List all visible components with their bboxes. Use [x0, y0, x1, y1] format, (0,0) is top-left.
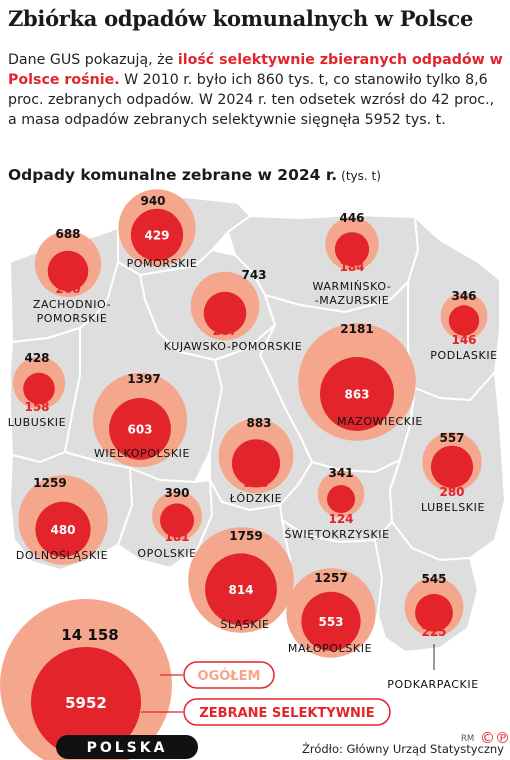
wielkopolskie-name: WIELKOPOLSKIE	[94, 447, 190, 460]
pomorskie-selective-circle	[130, 208, 184, 261]
slaskie-selective-value: 814	[228, 583, 253, 597]
zachodniopomorskie-selective-circle	[47, 250, 89, 292]
lodzkie-name: ŁÓDZKIE	[229, 492, 282, 505]
mazowieckie-name: MAZOWIECKIE	[337, 415, 423, 428]
warminsko-mazurskie-selective-circle	[334, 232, 370, 267]
source-note: Źródło: Główny Urząd Statystyczny	[301, 742, 504, 756]
poland-legend: 14 158 5952 OGÓŁEM ZEBRANE SELEKTYWNIE P…	[0, 599, 391, 760]
zachodniopomorskie-selective-value: 260	[55, 282, 80, 296]
podkarpackie-selective-circle	[415, 593, 453, 632]
malopolskie-total-value: 1257	[314, 571, 347, 585]
warminsko-mazurskie-total-value: 446	[339, 211, 364, 225]
lubuskie-selective-value: 158	[24, 400, 49, 414]
podkarpackie-name: PODKARPACKIE	[387, 678, 479, 691]
intro-highlight: ilość selektywnie zbieranych odpadów w P…	[8, 52, 503, 88]
pomorskie-selective-value: 429	[144, 228, 169, 242]
map-title: Odpady komunalne zebrane w 2024 r.	[8, 166, 338, 184]
legend-total-label: OGÓŁEM	[198, 668, 261, 684]
page-title: Zbiórka odpadów komunalnych w Polsce	[8, 6, 474, 31]
pomorskie-total-value: 940	[140, 194, 165, 208]
slaskie-selective-circle	[205, 553, 277, 626]
zachodniopomorskie-name-line-2: POMORSKIE	[37, 312, 108, 325]
lubelskie-name: LUBELSKIE	[421, 501, 485, 514]
zachodniopomorskie-name-line-1: ZACHODNIO-	[33, 298, 111, 311]
legend-selective-label: ZEBRANE SELEKTYWNIE	[199, 706, 374, 721]
poland-label: POLSKA	[87, 740, 168, 756]
opolskie-selective-circle	[160, 503, 194, 538]
warminsko-mazurskie-name-line-2: -MAZURSKIE	[315, 294, 390, 307]
mazowieckie-selective-circle	[320, 357, 394, 431]
zachodniopomorskie-total-value: 688	[55, 227, 80, 241]
opolskie-total-value: 390	[164, 486, 189, 500]
lodzkie-total-value: 883	[246, 416, 271, 430]
lodzkie-selective-circle	[231, 439, 281, 488]
swietokrzyskie-total-value: 341	[328, 466, 353, 480]
dolnoslaskie-name: DOLNOŚLĄSKIE	[16, 549, 108, 562]
kujawsko-pomorskie-name: KUJAWSKO-POMORSKIE	[164, 340, 303, 353]
podkarpackie-total-value: 545	[421, 572, 446, 586]
podkarpackie-selective-value: 225	[421, 625, 446, 639]
mazowieckie-selective-value: 863	[344, 388, 369, 402]
lubelskie-selective-circle	[430, 445, 474, 488]
poland-selective-circle	[31, 647, 141, 757]
map-unit: (tys. t)	[341, 169, 381, 183]
malopolskie-name: MAŁOPOLSKIE	[288, 642, 372, 655]
author-credit: RM	[461, 734, 475, 744]
kujawsko-pomorskie-total-value: 743	[241, 268, 266, 282]
wielkopolskie-selective-circle	[109, 398, 171, 460]
region-markers: 688260ZACHODNIO-POMORSKIE940429POMORSKIE…	[8, 189, 497, 691]
podlaskie-selective-value: 146	[451, 333, 476, 347]
lubelskie-total-value: 557	[439, 431, 464, 445]
dolnoslaskie-total-value: 1259	[33, 476, 66, 490]
opolskie-name: OPOLSKIE	[137, 547, 196, 560]
map-heading: Odpady komunalne zebrane w 2024 r. (tys. …	[8, 165, 381, 184]
podlaskie-name: PODLASKIE	[430, 349, 497, 362]
dolnoslaskie-selective-value: 480	[50, 523, 75, 537]
podlaskie-total-value: 346	[451, 289, 476, 303]
publisher-logo: ©℗	[480, 729, 510, 747]
lubuskie-total-value: 428	[24, 351, 49, 365]
intro-text: Dane GUS pokazują, że ilość selektywnie …	[8, 50, 504, 130]
warminsko-mazurskie-name-line-1: WARMIŃSKO-	[313, 280, 392, 293]
dolnoslaskie-selective-circle	[35, 501, 91, 557]
warminsko-mazurskie-selective-value: 184	[339, 260, 364, 274]
wielkopolskie-total-value: 1397	[127, 372, 160, 386]
swietokrzyskie-name: ŚWIĘTOKRZYSKIE	[284, 528, 389, 541]
pomorskie-name: POMORSKIE	[127, 257, 198, 270]
slaskie-total-value: 1759	[229, 529, 262, 543]
slaskie-name: ŚLĄSKIE	[220, 618, 269, 631]
lubuskie-selective-circle	[23, 372, 55, 405]
lubelskie-selective-value: 280	[439, 485, 464, 499]
kujawsko-pomorskie-selective-value: 287	[212, 324, 237, 338]
malopolskie-selective-circle	[301, 591, 361, 651]
poland-total-value: 14 158	[61, 626, 118, 644]
legend-total-box	[183, 661, 275, 689]
legend-selective-box	[183, 698, 391, 726]
intro-part-2: W 2010 r. było ich 860 tys. t, co stanow…	[8, 72, 495, 128]
swietokrzyskie-selective-circle	[327, 485, 355, 514]
swietokrzyskie-selective-value: 124	[328, 512, 353, 526]
lubuskie-name: LUBUSKIE	[8, 416, 66, 429]
mazowieckie-total-value: 2181	[340, 322, 373, 336]
poland-label-pill	[56, 735, 198, 759]
wielkopolskie-selective-value: 603	[127, 422, 152, 436]
kujawsko-pomorskie-selective-circle	[203, 291, 247, 335]
opolskie-selective-value: 181	[164, 530, 189, 544]
malopolskie-selective-value: 553	[318, 615, 343, 629]
podlaskie-selective-circle	[448, 305, 480, 336]
lodzkie-selective-value: 366	[243, 476, 268, 490]
poland-selective-value: 5952	[65, 694, 107, 712]
intro-part-1: Dane GUS pokazują, że	[8, 52, 178, 68]
